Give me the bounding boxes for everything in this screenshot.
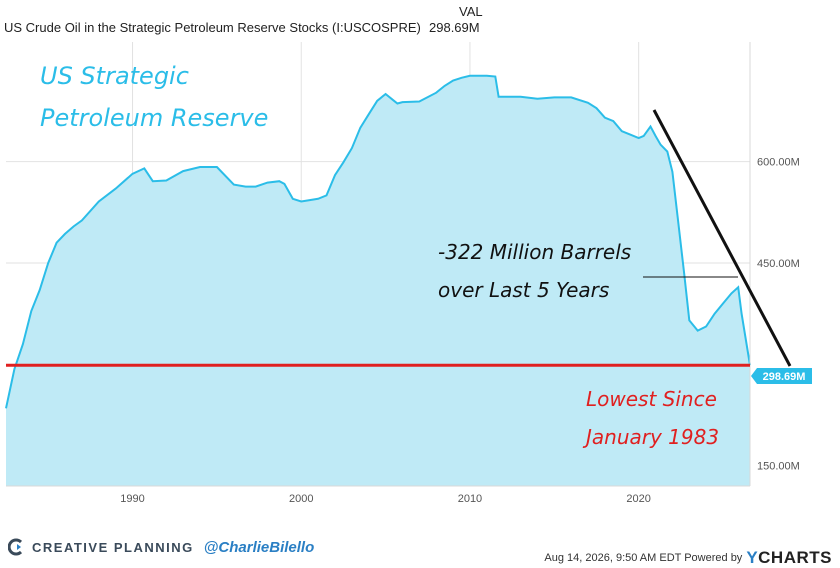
series-line	[5, 74, 751, 409]
annotation-title-line2: Petroleum Reserve	[40, 104, 268, 132]
decline-trend-line	[652, 109, 792, 367]
last-value-label: 298.69M	[763, 371, 806, 383]
x-tick-label: 2000	[289, 493, 313, 505]
header-current-value: 298.69M	[429, 20, 480, 35]
footer-meta: Aug 14, 2026, 9:50 AM EDT Powered by YCH…	[544, 548, 832, 568]
timestamp-text: Aug 14, 2026, 9:50 AM EDT Powered by	[544, 552, 743, 564]
ycharts-logo-y: Y	[746, 548, 759, 567]
last-value-badge: 298.69M	[751, 368, 812, 384]
x-tick-label: 1990	[120, 493, 144, 505]
chart-header: US Crude Oil in the Strategic Petroleum …	[0, 0, 840, 40]
chart-title: US Crude Oil in the Strategic Petroleum …	[4, 20, 421, 35]
ycharts-logo-rest: CHARTS	[758, 548, 832, 567]
value-column-label: VAL	[459, 4, 483, 19]
annotation-low-line1: Lowest Since	[586, 387, 717, 411]
creative-planning-logo-icon	[8, 538, 23, 556]
y-tick-label: 600.00M	[757, 157, 800, 169]
y-axis-ticks: 600.00M 450.00M 150.00M	[757, 157, 800, 473]
annotation-change-line2: over Last 5 Years	[438, 278, 609, 302]
brand-name: CREATIVE PLANNING	[32, 539, 194, 555]
x-tick-label: 2010	[458, 493, 482, 505]
annotation-low-line2: January 1983	[582, 425, 719, 449]
annotation-title-line1: US Strategic	[40, 62, 189, 90]
annotation-change-line1: -322 Million Barrels	[438, 240, 631, 264]
author-handle: @CharlieBilello	[203, 538, 315, 556]
spr-area-chart: 600.00M 450.00M 150.00M 1990 2000 2010 2020 U…	[5, 42, 812, 505]
footer-brand: CREATIVE PLANNING @CharlieBilello	[8, 535, 314, 559]
y-tick-label: 450.00M	[757, 258, 800, 270]
y-tick-label: 150.00M	[757, 461, 800, 473]
x-tick-label: 2020	[626, 493, 650, 505]
series-area-fill	[6, 75, 750, 487]
ycharts-logo[interactable]: YCHARTS	[746, 548, 832, 568]
x-axis-ticks: 1990 2000 2010 2020	[120, 493, 651, 505]
